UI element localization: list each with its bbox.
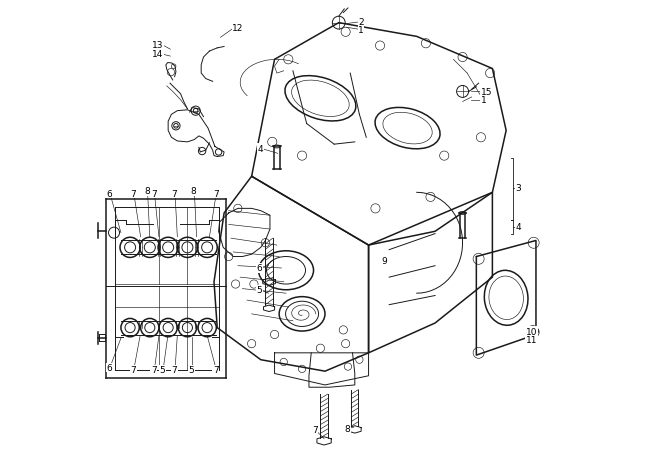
Text: 10: 10 [526,327,538,336]
Text: 7: 7 [151,189,157,198]
Text: 7: 7 [213,189,218,198]
Text: 2: 2 [358,18,363,27]
Text: 6: 6 [107,363,112,372]
Text: 1: 1 [358,26,364,35]
Text: 7: 7 [130,189,136,198]
Text: 4: 4 [515,223,521,232]
Text: 8: 8 [344,424,350,433]
Text: 8: 8 [191,187,196,196]
Text: 7: 7 [172,189,177,198]
Text: 7: 7 [151,365,157,375]
Text: 1: 1 [481,96,487,105]
Text: 5: 5 [256,285,262,294]
Text: 7: 7 [130,365,136,375]
Text: 6: 6 [107,189,112,198]
Text: 12: 12 [232,24,244,33]
Text: 7: 7 [312,425,318,434]
Text: 6: 6 [256,264,262,273]
Text: 9: 9 [381,256,387,265]
Text: 3: 3 [515,184,521,193]
Text: 7: 7 [172,365,177,375]
Text: 8: 8 [144,187,150,196]
Text: 5: 5 [188,365,194,375]
Text: 13: 13 [152,40,164,50]
Text: 11: 11 [526,336,538,345]
Text: 4: 4 [257,145,263,153]
Text: 15: 15 [481,88,493,97]
Text: 5: 5 [160,365,165,375]
Text: 14: 14 [152,50,164,59]
Text: 7: 7 [213,365,218,375]
